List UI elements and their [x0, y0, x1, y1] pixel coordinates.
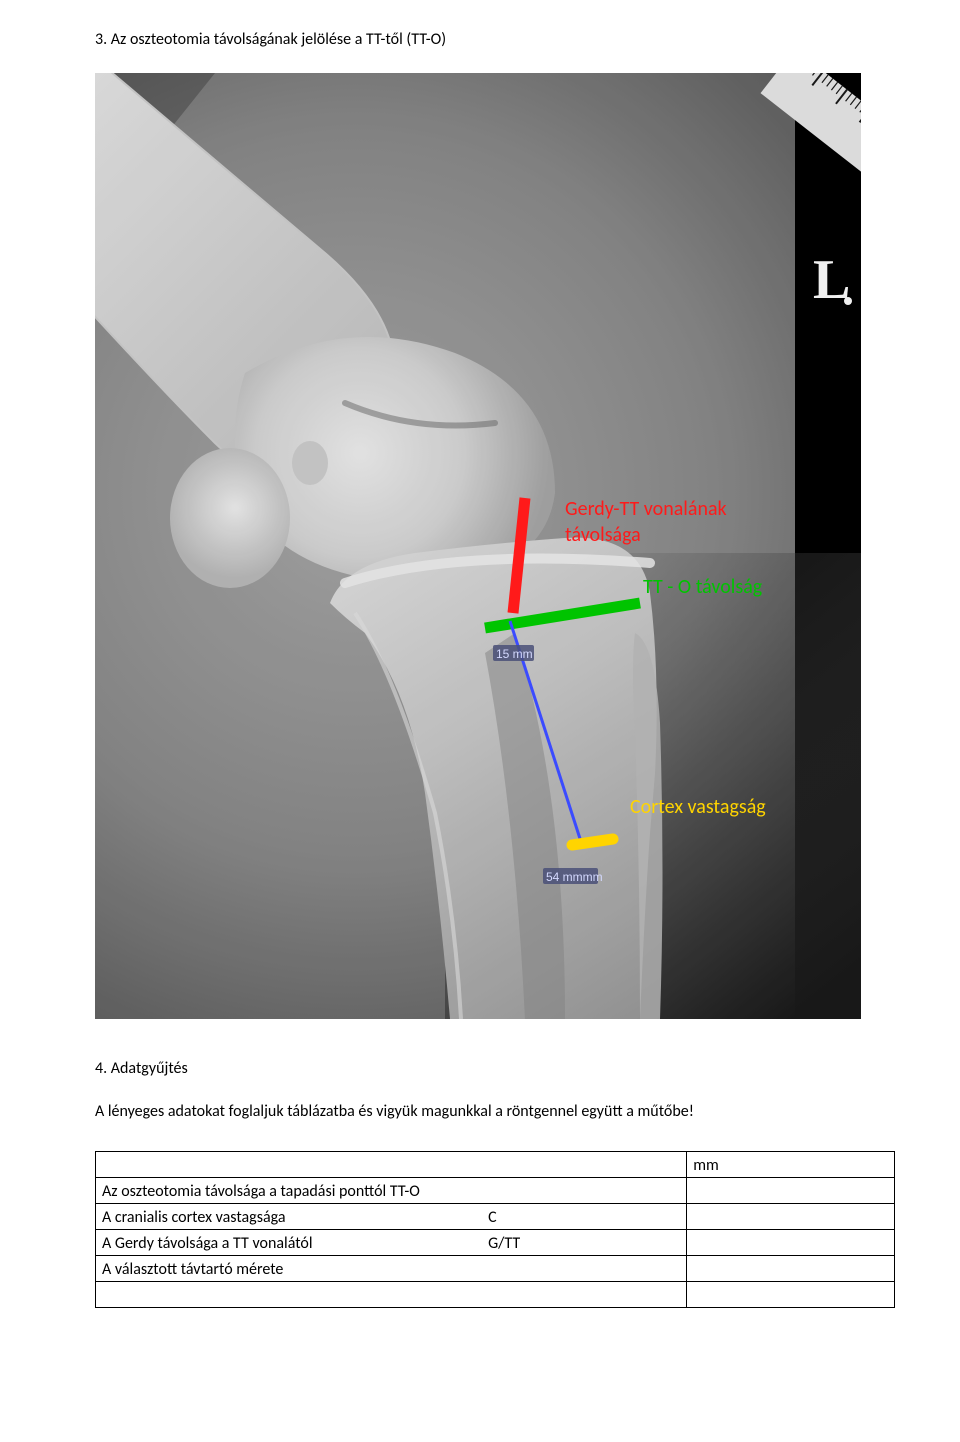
table-row: Az oszteotomia távolsága a tapadási pont… [96, 1177, 687, 1203]
xray-figure: L15 mm54 mmmmGerdy-TT vonalánaktávolsága… [95, 73, 861, 1019]
table-row-label-right: G/TT [488, 1234, 520, 1253]
svg-text:TT - O távolság: TT - O távolság [643, 575, 763, 599]
svg-text:Gerdy-TT vonalának: Gerdy-TT vonalának [565, 497, 727, 521]
section-4-title: 4. Adatgyűjtés [95, 1059, 895, 1078]
table-row-label-left: A cranialis cortex vastagsága [102, 1208, 286, 1227]
table-header-empty [96, 1151, 687, 1177]
table-row: A Gerdy távolsága a TT vonalától G/TT [96, 1229, 687, 1255]
svg-text:54 mmmm: 54 mmmm [546, 870, 603, 884]
svg-text:távolsága: távolsága [565, 523, 641, 547]
body-paragraph: A lényeges adatokat foglaljuk táblázatba… [95, 1102, 895, 1123]
data-table: mm Az oszteotomia távolsága a tapadási p… [95, 1151, 895, 1308]
table-row [96, 1281, 687, 1307]
table-row-val [687, 1177, 895, 1203]
table-row-val [687, 1203, 895, 1229]
table-row: A választott távtartó mérete [96, 1255, 687, 1281]
table-row-val [687, 1281, 895, 1307]
table-row-val [687, 1229, 895, 1255]
table-row-val [687, 1255, 895, 1281]
table-row: A cranialis cortex vastagsága C [96, 1203, 687, 1229]
section-3-title: 3. Az oszteotomia távolságának jelölése … [95, 30, 895, 49]
table-header-mm: mm [687, 1151, 895, 1177]
table-row-label-right: C [488, 1208, 497, 1227]
xray-svg: L15 mm54 mmmmGerdy-TT vonalánaktávolsága… [95, 73, 861, 1019]
table-row-label-left: A Gerdy távolsága a TT vonalától [102, 1234, 313, 1253]
svg-text:15 mm: 15 mm [496, 647, 533, 661]
svg-text:Cortex vastagság: Cortex vastagság [630, 795, 766, 819]
